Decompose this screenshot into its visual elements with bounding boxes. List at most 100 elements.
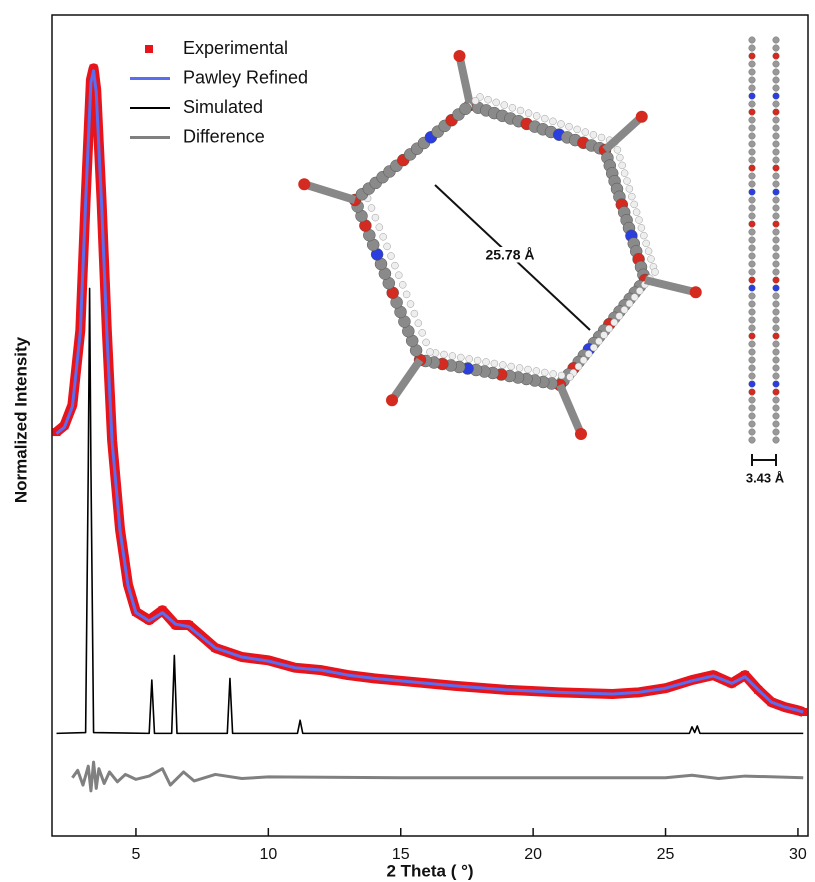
atom — [566, 123, 573, 130]
stack-atom — [749, 413, 756, 420]
stack-atom — [749, 229, 756, 236]
arm — [460, 56, 471, 105]
atom — [423, 339, 430, 346]
stack-atom — [749, 181, 756, 188]
arm — [645, 280, 696, 292]
stack-atom — [749, 133, 756, 140]
stack-atom — [749, 349, 756, 356]
atom — [474, 357, 481, 364]
stack-atom — [749, 77, 756, 84]
atom — [616, 313, 623, 320]
stack-atom — [749, 205, 756, 212]
stack-atom — [773, 333, 780, 340]
stack-atom — [773, 309, 780, 316]
atom — [459, 103, 471, 115]
stack-atom — [773, 237, 780, 244]
stack-atom — [773, 373, 780, 380]
stack-atom — [749, 269, 756, 276]
stack-atom — [749, 237, 756, 244]
atom — [575, 428, 587, 440]
stack-atom — [749, 437, 756, 444]
atom — [626, 185, 633, 192]
atom — [395, 272, 402, 279]
stack-atom — [773, 397, 780, 404]
stack-atom — [773, 405, 780, 412]
atom — [626, 300, 633, 307]
stack-atom — [749, 261, 756, 268]
stack-atom — [749, 109, 756, 116]
stack-atom — [749, 197, 756, 204]
stack-atom — [773, 229, 780, 236]
atom — [614, 146, 621, 153]
atom — [595, 338, 602, 345]
atom — [558, 372, 565, 379]
stack-atom — [773, 381, 780, 388]
stack-atom — [749, 389, 756, 396]
atom — [631, 201, 638, 208]
legend-label: Experimental — [183, 38, 288, 58]
atom — [368, 205, 375, 212]
atom — [407, 301, 414, 308]
stack-atom — [749, 333, 756, 340]
atom — [631, 294, 638, 301]
atom — [427, 349, 434, 356]
stack-atom — [773, 341, 780, 348]
stack-atom — [749, 149, 756, 156]
atom — [636, 217, 643, 224]
stack-atom — [773, 277, 780, 284]
stack-atom — [749, 165, 756, 172]
atom — [457, 354, 464, 361]
stack-atom — [773, 221, 780, 228]
stack-atom — [749, 309, 756, 316]
stack-atom — [749, 213, 756, 220]
stack-atom — [773, 325, 780, 332]
atom — [616, 154, 623, 161]
atom — [575, 363, 582, 370]
atom — [611, 319, 618, 326]
stack-atom — [773, 205, 780, 212]
atom — [621, 306, 628, 313]
atom — [541, 369, 548, 376]
atom — [501, 102, 508, 109]
stack-atom — [773, 141, 780, 148]
stack-atom — [773, 365, 780, 372]
legend-label: Difference — [183, 126, 265, 146]
stack-atom — [773, 125, 780, 132]
atom — [372, 214, 379, 221]
x-tick-label: 5 — [131, 846, 140, 863]
atom — [391, 262, 398, 269]
distance-label: 25.78 Å — [485, 247, 534, 263]
atom — [643, 240, 650, 247]
stack-atom — [749, 125, 756, 132]
atom — [624, 178, 631, 185]
atom — [508, 363, 515, 370]
stack-atom — [773, 189, 780, 196]
stack-atom — [749, 341, 756, 348]
atom — [298, 178, 310, 190]
stack-atom — [773, 149, 780, 156]
stack-atom — [749, 253, 756, 260]
atom — [580, 357, 587, 364]
atom — [441, 351, 448, 358]
stack-atom — [773, 413, 780, 420]
arm — [304, 184, 355, 200]
atom — [415, 320, 422, 327]
atom — [388, 253, 395, 260]
stack-atom — [773, 253, 780, 260]
stack-atom — [749, 173, 756, 180]
atom — [483, 359, 490, 366]
atom — [533, 112, 540, 119]
atom — [582, 129, 589, 136]
legend-label: Pawley Refined — [183, 67, 308, 87]
stack-atom — [773, 437, 780, 444]
stack-atom — [749, 45, 756, 52]
atom — [399, 281, 406, 288]
stack-atom — [749, 157, 756, 164]
arm — [560, 385, 581, 434]
stack-atom — [749, 381, 756, 388]
stack-atom — [749, 93, 756, 100]
atom — [525, 110, 532, 117]
atom — [574, 126, 581, 133]
atom — [376, 224, 383, 231]
atom — [517, 107, 524, 114]
